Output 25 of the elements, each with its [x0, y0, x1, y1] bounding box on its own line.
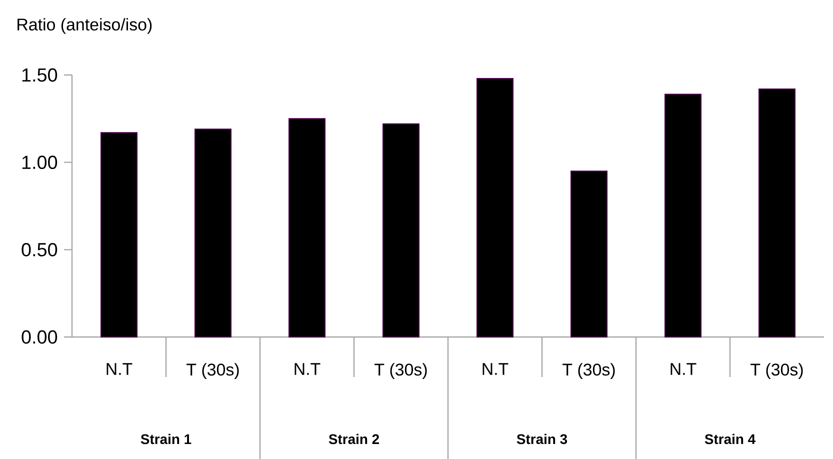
bar	[100, 132, 138, 338]
x-tick-label: N.T	[106, 363, 132, 375]
bar	[194, 128, 232, 338]
text: Strain 3	[516, 434, 568, 444]
y-tick-label: 1.00	[22, 156, 58, 170]
y-axis-title: Ratio (anteiso/iso)	[18, 18, 152, 34]
x-tick-label: T (30s)	[186, 363, 239, 379]
bar	[382, 123, 420, 338]
bar	[288, 118, 326, 338]
bar	[476, 78, 514, 338]
bar	[758, 88, 796, 338]
text: Strain 1	[140, 434, 192, 444]
text: Strain 4	[704, 434, 756, 444]
bar	[664, 94, 702, 338]
y-tick-label: 1.50	[22, 68, 58, 82]
y-tick-label: 0.00	[22, 330, 58, 344]
x-tick-label: N.T	[482, 363, 508, 375]
text: Strain 2	[328, 434, 380, 444]
x-tick-label: T (30s)	[374, 363, 427, 379]
x-tick-label: T (30s)	[750, 363, 803, 379]
x-tick-label: N.T	[670, 363, 696, 375]
bar	[570, 170, 608, 338]
y-tick-label: 0.50	[22, 242, 58, 256]
x-tick-label: T (30s)	[562, 363, 615, 379]
x-tick-label: N.T	[294, 363, 320, 375]
